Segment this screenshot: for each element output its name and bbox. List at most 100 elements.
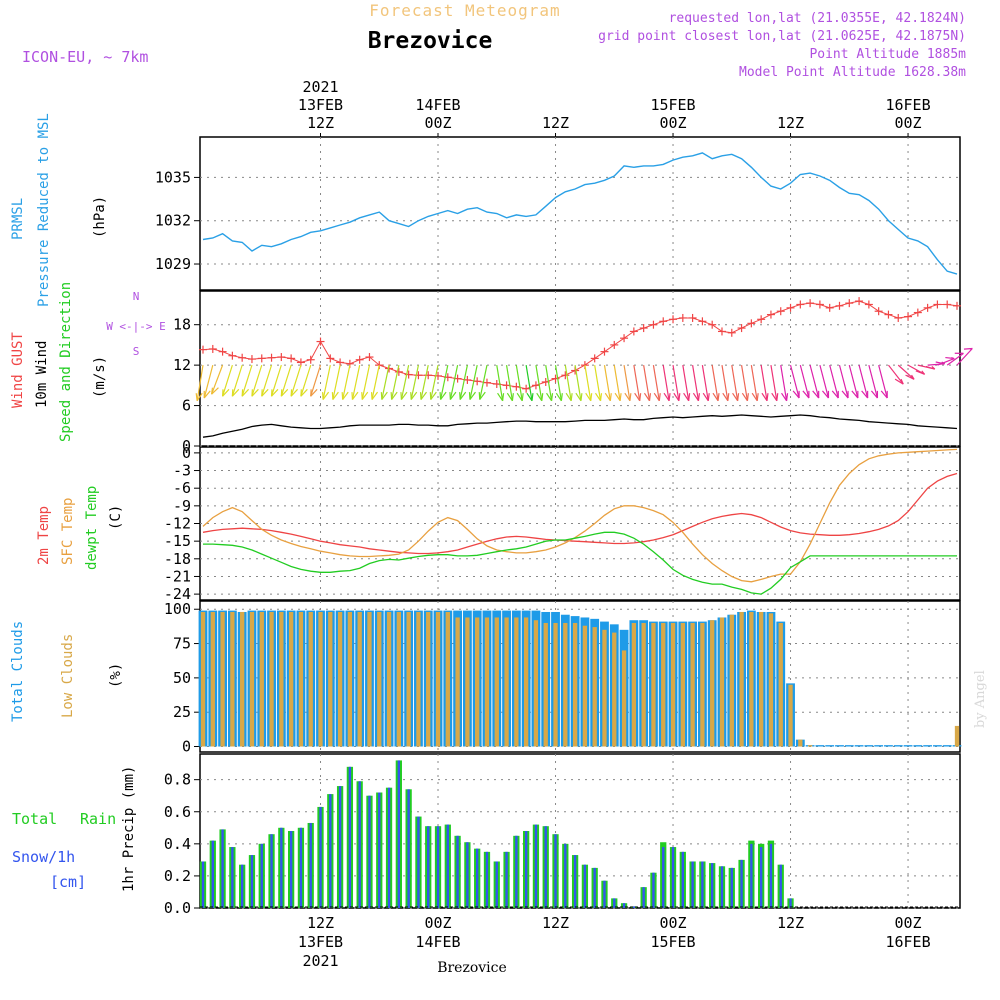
wind-direction-arrowhead <box>643 392 652 402</box>
bottom-time-label: 16FEB <box>885 933 930 951</box>
precip-snow-bar <box>701 861 704 908</box>
cloud-low-bar <box>719 617 725 747</box>
wind-direction-arrowhead <box>634 392 642 402</box>
model-altitude: Model Point Altitude 1628.38m <box>739 65 966 80</box>
pressure-label-desc: Pressure Reduced to MSL <box>36 113 52 307</box>
wind-direction-arrow <box>371 365 380 400</box>
wind-direction-arrowhead <box>963 347 973 350</box>
top-time-label: 12Z <box>307 114 334 132</box>
wind-direction-arrow <box>711 365 719 401</box>
wind-direction-arrowhead <box>653 392 661 402</box>
precip-snow-bar <box>338 786 342 908</box>
top-time-label: 00Z <box>659 114 686 132</box>
grid-point-coords: grid point closest lon,lat (21.0625E, 42… <box>598 29 966 44</box>
top-time-label: 2021 <box>302 78 338 96</box>
bottom-time-label: 14FEB <box>415 933 460 951</box>
wind-direction-arrow <box>731 365 739 401</box>
temp-ytick-label: -24 <box>164 585 191 603</box>
precip-snow-bar <box>583 864 587 908</box>
bottom-time-label: 12Z <box>542 914 569 932</box>
cloud-low-bar <box>475 617 480 747</box>
top-time-label: 00Z <box>424 114 451 132</box>
wind-direction-arrowhead <box>841 390 849 399</box>
precip-snow-bar <box>681 851 684 908</box>
bottom-time-label: 13FEB <box>298 933 343 951</box>
wind-direction-arrowhead <box>894 378 904 385</box>
cloud-low-bar <box>484 617 490 747</box>
wind-direction-arrowhead <box>663 392 671 402</box>
cloud-total-bar <box>874 745 884 747</box>
cloud-low-bar <box>523 617 529 747</box>
wind-direction-arrowhead <box>506 392 514 402</box>
wind-direction-arrowhead <box>419 391 428 400</box>
wind-direction-arrow <box>430 365 439 400</box>
precip-snow-bar <box>554 834 557 908</box>
cloud-low-bar <box>602 629 607 747</box>
wind-direction-arrow <box>780 365 788 401</box>
footer-station: Brezovice <box>437 960 507 976</box>
wind-direction-arrow <box>381 365 390 400</box>
wind-direction-arrowhead <box>673 392 681 402</box>
pressure-line <box>202 152 958 275</box>
precip-snow-bar <box>534 824 538 908</box>
wind-direction-arrow <box>662 365 670 401</box>
bottom-time-label: 12Z <box>777 914 804 932</box>
precip-snow-bar <box>309 822 312 908</box>
wind-direction-arrow <box>420 365 429 400</box>
cloud-low-bar <box>318 611 323 747</box>
cloud-low-bar <box>367 611 372 747</box>
precip-snow-bar <box>270 834 273 908</box>
wind-direction-arrowhead <box>585 392 593 402</box>
temp-ytick-label: -21 <box>164 567 191 585</box>
wind-direction-arrow <box>701 365 709 401</box>
temp-dewpt-label: dewpt Temp <box>84 486 100 570</box>
precip-snow-unit: [cm] <box>50 873 86 891</box>
wind-direction-arrowhead <box>449 391 457 400</box>
precip-snow-bar <box>671 847 675 908</box>
precip-snow-bar <box>348 766 352 908</box>
precip-snow-bar <box>240 864 244 908</box>
panel-frame-4 <box>199 753 961 909</box>
precip-total-label: Total <box>12 810 57 828</box>
cloud-low-bar <box>210 611 215 747</box>
wind-direction-arrowhead <box>468 391 476 400</box>
requested-coords: requested lon,lat (21.0355E, 42.1824N) <box>669 11 966 26</box>
wind-direction-arrowhead <box>310 388 318 397</box>
cloud-low-bar <box>778 622 783 747</box>
bottom-time-label: 15FEB <box>650 933 695 951</box>
precip-snow-bar <box>476 848 479 908</box>
cloud-low-bar <box>533 620 539 747</box>
cloud-low-bar <box>710 620 715 747</box>
wind-direction-arrowhead <box>555 392 563 402</box>
precip-snow-bar <box>436 826 440 908</box>
wind-direction-arrow <box>535 365 543 401</box>
wind-direction-arrow <box>603 365 611 401</box>
wind-direction-arrowhead <box>351 391 359 400</box>
wind-direction-arrowhead <box>341 391 349 400</box>
cloud-low-bar <box>494 617 499 747</box>
wind-direction-arrowhead <box>565 392 573 402</box>
temp-ytick-label: -9 <box>173 497 191 515</box>
cloud-low-bar <box>396 611 401 747</box>
wind-direction-arrow <box>829 364 839 399</box>
wind-direction-arrowhead <box>781 392 789 402</box>
top-time-label: 15FEB <box>650 96 695 114</box>
precip-snow-bar <box>397 760 401 908</box>
precip-snow-bar <box>691 861 694 908</box>
wind-direction-arrow <box>652 365 660 401</box>
wind-direction-arrowhead <box>624 392 632 402</box>
top-time-label: 16FEB <box>885 96 930 114</box>
wind-direction-arrow <box>760 365 768 401</box>
cloud-total-bar <box>844 745 854 747</box>
wind-direction-arrowhead <box>702 392 710 402</box>
wind-direction-arrowhead <box>516 392 524 402</box>
cloud-total-bar <box>835 745 844 747</box>
wind-direction-arrow <box>692 365 700 401</box>
pressure-ytick-label: 1029 <box>155 255 191 273</box>
temp-ytick-label: -18 <box>164 550 191 568</box>
precip-snow-bar <box>652 872 655 908</box>
cloud-total-bar <box>942 745 952 747</box>
wind-direction-arrowhead <box>439 391 447 400</box>
cloud-low-label: Low Clouds <box>60 634 76 718</box>
cloud-low-bar <box>435 611 441 747</box>
